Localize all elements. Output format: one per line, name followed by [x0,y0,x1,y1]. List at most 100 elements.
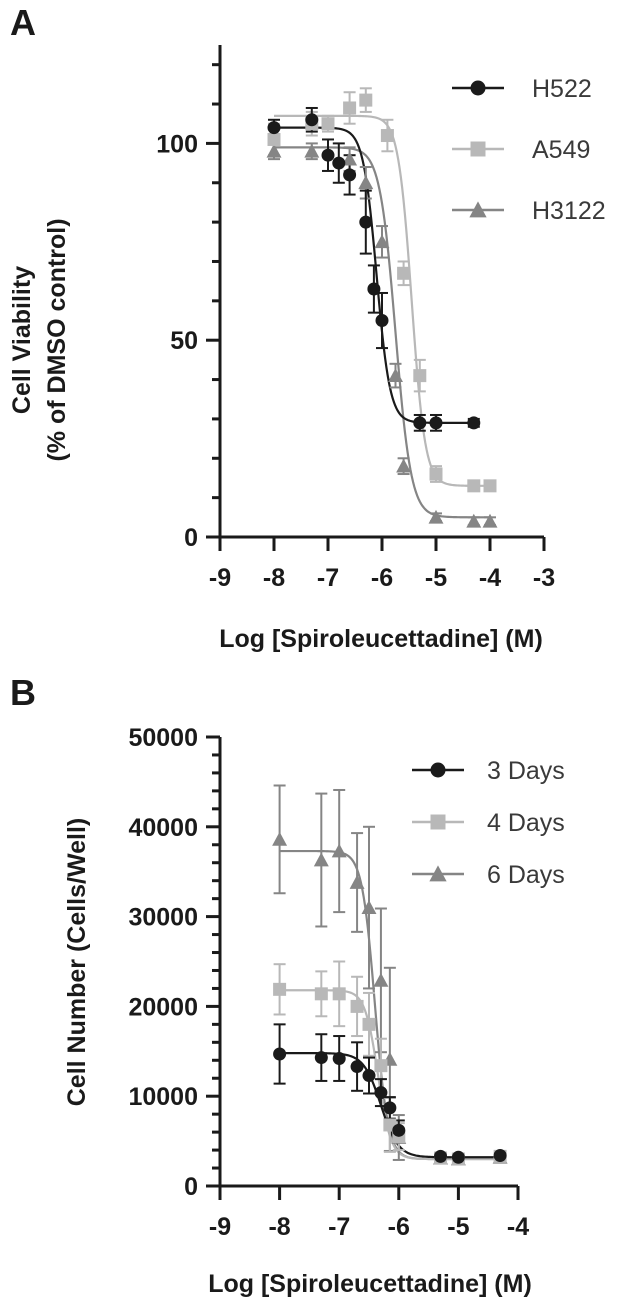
legend-item-a549: A549 [452,136,590,164]
panel-a-label: A [10,2,36,43]
x-tick-label: -7 [328,1213,350,1241]
data-point-3-days [392,1123,406,1137]
y-tick-label: 100 [156,130,198,158]
legend-label-a549: A549 [532,136,590,164]
legend-item-6-days: 6 Days [412,861,565,889]
data-point-6-days [313,852,329,867]
panel-a-y-axis-title-line1: Cell Viability [8,266,36,414]
data-point-h3122 [374,234,390,249]
data-point-h522 [367,282,381,296]
legend-marker-h3122 [469,201,487,218]
data-point-h522 [467,416,481,430]
data-point-a549 [267,132,281,146]
data-point-h3122 [466,513,482,528]
data-point-4-days [314,987,328,1001]
x-tick-label: -9 [209,564,231,592]
data-point-4-days [350,999,364,1013]
data-point-3-days [383,1101,397,1115]
data-point-h3122 [266,143,282,158]
data-point-4-days [362,1017,376,1031]
panel-a-error-bars [268,87,496,527]
data-point-h3122 [342,151,358,166]
data-point-h522 [267,121,281,135]
legend-item-h3122: H3122 [452,197,606,225]
y-tick-label: 30000 [128,904,198,932]
data-point-h3122 [388,368,403,382]
data-point-a549 [359,93,373,107]
x-tick-label: -6 [388,1213,410,1241]
data-point-4-days [273,982,287,996]
legend-label-6-days: 6 Days [487,861,565,889]
x-tick-label: -3 [533,564,555,592]
x-tick-label: -8 [263,564,285,592]
data-point-h522 [305,113,319,127]
data-point-a549 [321,117,335,131]
data-point-3-days [332,1051,346,1065]
legend-label-h3122: H3122 [532,197,606,225]
panel-b-y-axis-title: Cell Number (Cells/Well) [63,818,91,1107]
panel-b-data-points [272,831,508,1166]
y-tick-label: 50 [170,327,198,355]
x-tick-label: -6 [371,564,393,592]
legend-marker-h522 [470,80,486,96]
panel-b-axes: 0 10000 20000 30000 40000 50000 -9 -8 -7 -6 -5 -4 [128,724,529,1241]
x-tick-label: -4 [507,1213,529,1241]
data-point-h522 [332,156,346,170]
panel-a-legend: H522 A549 H3122 [452,75,606,225]
data-point-h522 [413,416,427,430]
data-point-3-days [273,1047,287,1061]
data-point-6-days [272,831,288,846]
x-tick-label: -7 [317,564,339,592]
x-tick-label: -4 [479,564,501,592]
x-tick-label: -8 [268,1213,290,1241]
data-point-h522 [429,416,443,430]
data-point-h3122 [396,458,412,473]
panel-b: B 0 10000 20000 30000 40000 50000 -9 -8 -7 -6 -5 -4… [10,672,565,1298]
data-point-a549 [467,479,481,493]
data-point-h522 [343,168,357,182]
data-point-6-days [349,875,365,889]
panel-a-x-axis-title: Log [Spiroleucettadine] (M) [219,625,543,653]
legend-label-h522: H522 [532,75,592,103]
legend-label-3-days: 3 Days [487,757,565,785]
panel-a-axes: 0 50 100 -9 -8 -7 -6 -5 -4 -3 [156,45,555,592]
data-point-h3122 [304,143,320,158]
legend-marker-4-days [430,814,446,830]
data-point-a549 [343,101,357,115]
data-point-3-days [314,1051,328,1065]
x-tick-label: -5 [447,1213,469,1241]
data-point-6-days [331,843,347,858]
panel-a-y-axis-title-line2: (% of DMSO control) [43,218,71,461]
data-point-3-days [451,1150,465,1164]
legend-item-4-days: 4 Days [412,809,565,837]
data-point-3-days [374,1086,388,1100]
panel-b-legend: 3 Days 4 Days 6 Days [412,757,565,889]
data-point-h522 [321,148,335,162]
x-tick-label: -5 [425,564,447,592]
y-tick-label: 0 [184,1173,198,1201]
data-point-a549 [429,467,443,481]
data-point-6-days [361,900,377,914]
data-point-h522 [375,314,389,328]
y-tick-label: 40000 [128,814,198,842]
data-point-a549 [397,266,411,280]
data-point-a549 [380,129,394,143]
legend-item-h522: H522 [452,75,592,103]
data-point-4-days [374,1059,388,1073]
legend-marker-6-days [429,865,447,882]
data-point-h3122 [482,513,498,528]
legend-marker-3-days [430,762,446,778]
data-point-4-days [332,987,346,1001]
data-point-3-days [350,1060,364,1074]
data-point-h3122 [358,175,374,190]
panel-a: A 0 50 100 -9 -8 -7 -6 -5 -4 -3 Log [Spiroleucett… [8,2,606,653]
data-point-3-days [434,1149,448,1163]
data-point-6-days [373,972,389,987]
x-tick-label: -9 [209,1213,231,1241]
data-point-h522 [359,215,373,229]
data-point-3-days [493,1148,507,1162]
data-point-a549 [483,479,497,493]
panel-b-x-axis-title: Log [Spiroleucettadine] (M) [208,1270,532,1298]
y-tick-label: 50000 [128,724,198,752]
